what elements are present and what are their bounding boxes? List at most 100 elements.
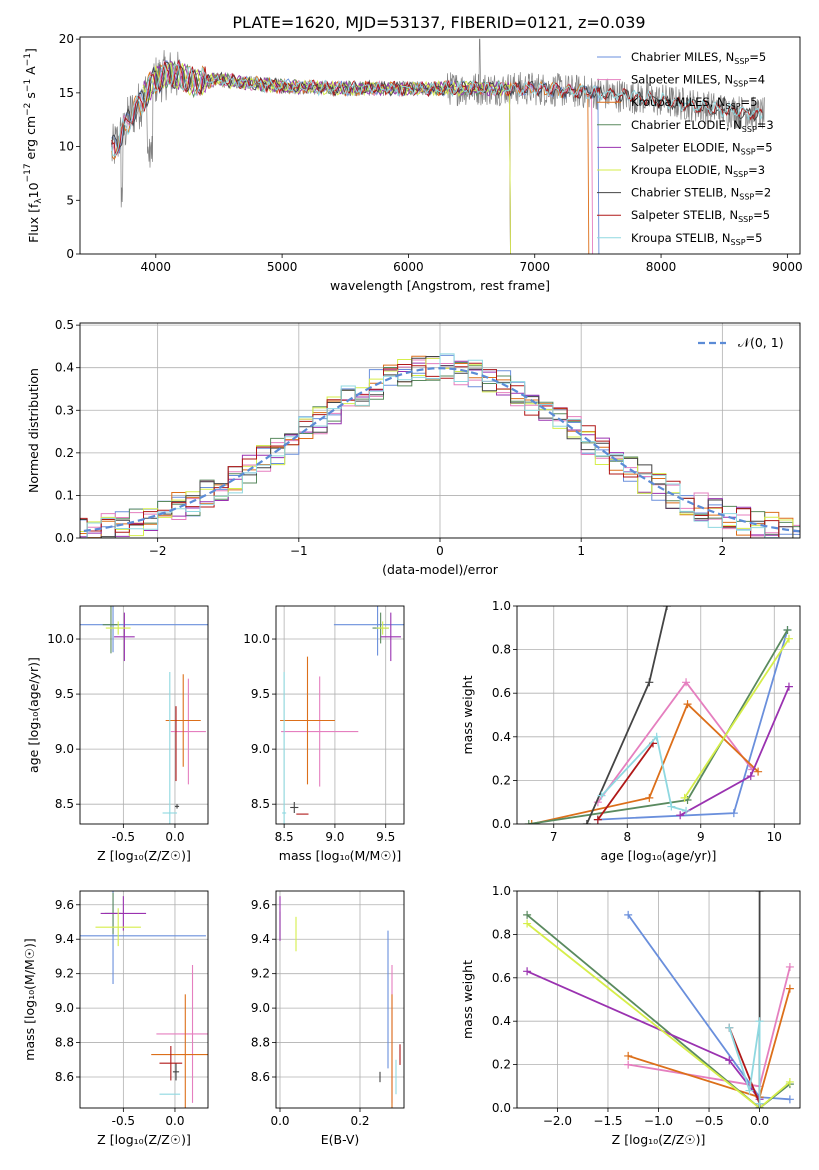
errorbar-chabrier-miles	[333, 606, 404, 656]
weight-marker	[725, 1023, 734, 1032]
errorbar-kroupa-miles	[280, 656, 335, 785]
normal-reference-curve	[80, 367, 800, 533]
weight-marker	[624, 1051, 633, 1060]
x-tick-label: 8.5	[275, 830, 294, 844]
axes-frame	[79, 890, 209, 1109]
y-tick-label: 9.2	[251, 967, 270, 981]
y-tick-label: 9.0	[251, 742, 270, 756]
weight-marker	[784, 634, 793, 643]
weight-line-chabrier-elodie	[528, 629, 789, 824]
y-tick-label: 0.4	[55, 361, 74, 375]
y-tick-label: 0.8	[492, 643, 511, 657]
y-tick-label: 1.0	[492, 599, 511, 613]
errorbar-kroupa-stelib	[162, 672, 178, 824]
model-spectrum-chabrier-stelib	[111, 61, 763, 151]
legend-entry: Kroupa STELIB, NSSP=5	[631, 231, 762, 247]
spectrum-legend: Chabrier MILES, NSSP=5 Salpeter MILES, NS…	[597, 50, 774, 247]
y-tick-label: 9.0	[55, 742, 74, 756]
y-tick-label: 9.5	[251, 687, 270, 701]
errorbar-kroupa-elodie	[105, 621, 131, 635]
weight-marker	[524, 820, 533, 824]
legend-nssp: =3	[748, 163, 765, 177]
y-axis-label: mass weight	[460, 675, 475, 754]
x-tick-label: 0.0	[270, 1114, 289, 1128]
errorbar-salpeter-elodie	[100, 896, 147, 931]
x-tick-label: 10	[767, 830, 782, 844]
legend-nssp: =5	[741, 95, 758, 109]
x-tick-label: −0.5	[694, 1114, 723, 1128]
weight-marker	[745, 1086, 754, 1095]
y-tick-label: 9.0	[251, 1001, 270, 1015]
age_vs_z-plot-area	[80, 606, 208, 824]
mass_vs_ebv-plot-area	[276, 891, 404, 1108]
figure-title: PLATE=1620, MJD=53137, FIBERID=0121, z=0…	[232, 13, 645, 32]
legend-nssp: =5	[756, 140, 773, 154]
x-tick-label: 4000	[141, 260, 172, 274]
y-axis-label: mass weight	[460, 960, 475, 1039]
age_vs_z-panel: -0.5 0.0 8.5 9.0 9.5 10.0 Z [log₁₀(Z/Z☉)] age […	[26, 605, 209, 863]
errorbar-chabrier-elodie	[102, 606, 120, 654]
y-tick-label: 5	[66, 193, 74, 207]
weight-marker	[683, 700, 692, 709]
x-axis-label: Z [log₁₀(Z/Z☉)]	[97, 1132, 191, 1147]
x-axis-label: Z [log₁₀(Z/Z☉)]	[97, 848, 191, 863]
y-tick-label: 9.4	[251, 932, 270, 946]
y-tick-label: 10.0	[47, 632, 74, 646]
x-tick-label: −1.5	[593, 1114, 622, 1128]
axes-frame	[79, 605, 209, 825]
x-axis-label: Z [log₁₀(Z/Z☉)]	[612, 1132, 706, 1147]
x-tick-label: −2.0	[543, 1114, 572, 1128]
weight-line-kroupa-stelib	[600, 734, 687, 812]
x-axis-label: mass [log₁₀(M/M☉)]	[279, 848, 401, 863]
x-tick-label: 5000	[267, 260, 298, 274]
y-tick-label: 9.0	[55, 1001, 74, 1015]
legend-nssp: =3	[757, 118, 774, 132]
y-tick-label: 0.4	[492, 1014, 511, 1028]
x-tick-label: 0.0	[165, 1114, 184, 1128]
x-tick-label: 7000	[519, 260, 550, 274]
y-tick-label: 0.0	[492, 817, 511, 831]
legend-nssp: =2	[754, 186, 771, 200]
weight-marker	[667, 802, 676, 811]
mass_vs_z-panel: -0.5 0.0 8.6 8.8 9.0 9.2 9.4 9.6 Z [log₁₀(Z/Z☉)]…	[22, 890, 209, 1147]
model-spectrum-kroupa-stelib	[111, 63, 763, 157]
weight-line-chabrier-elodie	[526, 914, 791, 1108]
residuals-plot-area	[80, 323, 800, 538]
errorbar-salpeter-stelib	[159, 1046, 183, 1081]
y-tick-label: 0.0	[55, 531, 74, 545]
y-tick-label: 0.6	[492, 686, 511, 700]
label-part: erg cm	[23, 116, 38, 164]
weight-marker	[785, 1077, 794, 1086]
x-tick-label: 9.5	[376, 830, 395, 844]
y-tick-label: 15	[59, 86, 74, 100]
legend-nssp: =5	[749, 50, 766, 64]
y-tick-label: 0	[66, 247, 74, 261]
y-tick-label: 8.6	[55, 1070, 74, 1084]
errorbar-salpeter-elodie	[114, 612, 135, 662]
y-axis-label: Normed distribution	[26, 368, 41, 493]
y-axis-label: mass [log₁₀(M/M☉)]	[22, 938, 37, 1060]
y-axis-label: age [log₁₀(age/yr)]	[26, 657, 41, 773]
label-part: ]	[23, 48, 38, 53]
axes-frame	[516, 890, 801, 1109]
errorbar-kroupa-miles	[165, 674, 201, 767]
weight_vs_z-plot-area	[517, 891, 800, 1108]
weight-line-kroupa-stelib	[728, 1021, 761, 1104]
weight-marker	[784, 682, 793, 691]
axes-frame	[79, 322, 801, 539]
x-tick-label: −2	[149, 544, 167, 558]
age_vs_mass-panel: 8.5 9.0 9.5 8.5 9.0 9.5 10.0 mass [log₁₀(M/M☉)]	[243, 605, 405, 863]
legend-subscript: SSP	[726, 102, 741, 111]
weight-marker	[676, 811, 685, 820]
label-part: Flux [f	[26, 203, 41, 243]
legend-entry: 𝒩(0, 1)	[738, 335, 784, 350]
legend-entry: Chabrier STELIB, NSSP=2	[631, 186, 771, 202]
y-tick-label: 0.2	[55, 446, 74, 460]
y-tick-label: 10.0	[243, 632, 270, 646]
label-part: s	[23, 92, 38, 103]
legend-subscript: SSP	[731, 238, 746, 247]
mass_vs_ebv-panel: 0.0 0.2 8.6 8.8 9.0 9.2 9.4 9.6 E(B-V)	[251, 890, 405, 1147]
y-tick-label: 0.3	[55, 403, 74, 417]
legend-subscript: SSP	[742, 125, 757, 134]
